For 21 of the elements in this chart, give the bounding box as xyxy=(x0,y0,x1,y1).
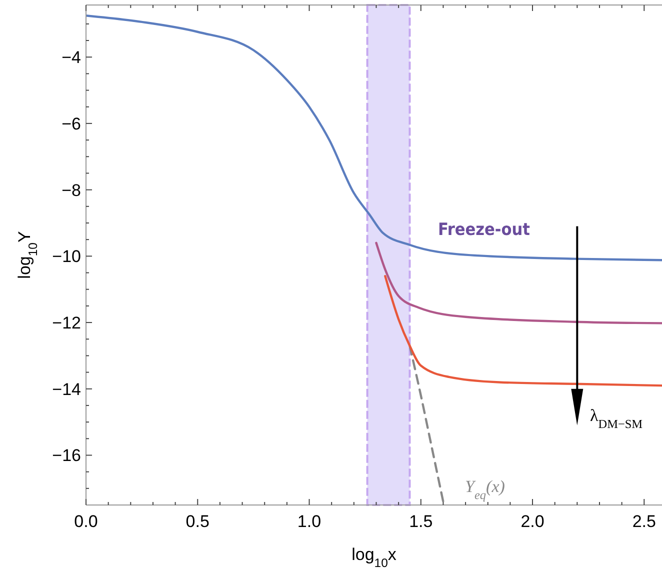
y-tick-label: −14 xyxy=(52,380,81,399)
line-series xyxy=(408,344,444,503)
y-tick-label: −4 xyxy=(62,48,81,68)
x-axis-title: log$_{10}$x xyxy=(352,545,397,570)
y-tick-label: −8 xyxy=(62,180,81,200)
x-tick-label: 2.0 xyxy=(520,512,544,531)
line-series xyxy=(384,274,662,387)
x-tick-label: 0.5 xyxy=(186,512,210,531)
y-tick-label: −12 xyxy=(52,314,81,333)
x-tick-label: 1.0 xyxy=(297,512,322,531)
y-tick-label: −10 xyxy=(52,247,81,266)
x-tick-label: 2.5 xyxy=(632,512,656,531)
annotation: Y$_{eq}$(x) xyxy=(465,477,506,502)
line-series xyxy=(375,242,662,324)
x-tick-label: 1.5 xyxy=(409,512,433,531)
y-tick-label: −6 xyxy=(62,114,81,134)
line-series xyxy=(86,14,662,262)
annotation: Freeze-out xyxy=(438,220,530,240)
x-tick-label: 0.0 xyxy=(74,512,98,531)
annotation: λ$_{DM−SM}$ xyxy=(590,406,643,431)
y-tick-label: −16 xyxy=(52,446,81,466)
